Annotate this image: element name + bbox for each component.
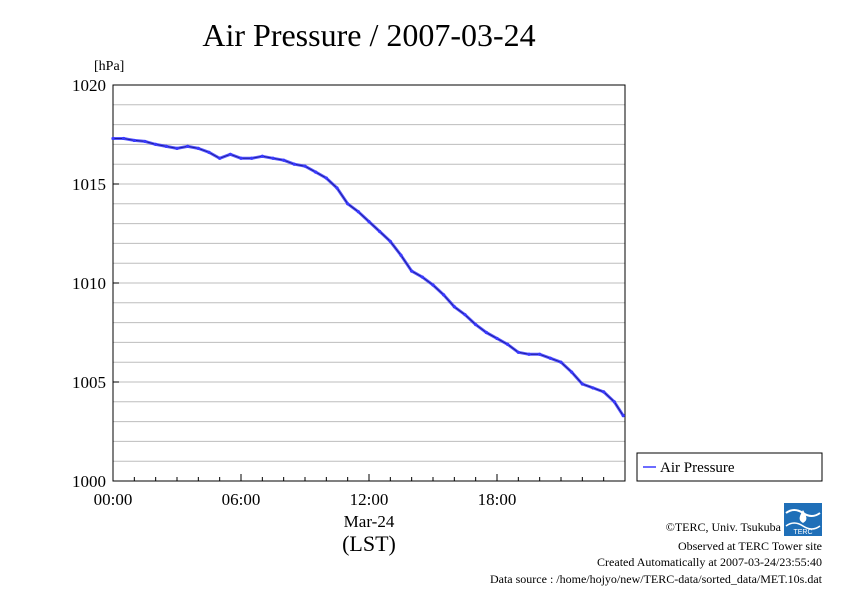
data-point — [621, 414, 625, 418]
data-point — [111, 136, 115, 141]
legend-box — [636, 452, 823, 482]
data-point — [228, 152, 232, 156]
data-point — [164, 144, 168, 148]
y-tick-label: 1015 — [72, 175, 106, 194]
data-point — [132, 138, 136, 143]
x-tick-label: 12:00 — [350, 490, 389, 509]
data-point — [527, 352, 531, 356]
data-point — [388, 239, 392, 244]
data-point — [292, 162, 296, 166]
y-tick-label: 1005 — [72, 373, 106, 392]
y-tick-label: 1000 — [72, 472, 106, 491]
data-point — [463, 313, 467, 317]
data-point — [580, 382, 584, 386]
x-axis-label: (LST) — [342, 531, 396, 556]
data-point — [356, 210, 360, 214]
x-tick-label: 18:00 — [478, 490, 517, 509]
data-point — [378, 229, 382, 234]
x-axis-date: Mar-24 — [344, 512, 395, 531]
y-axis: 1000 1005 1010 1015 1020 — [72, 76, 119, 491]
credit-source: Data source : /home/hojyo/new/TERC-data/… — [490, 572, 823, 586]
data-point — [570, 370, 574, 374]
series-line-core — [113, 138, 624, 416]
series-line — [111, 137, 625, 418]
credit-observed: Observed at TERC Tower site — [678, 539, 822, 553]
data-point — [303, 164, 307, 168]
svg-text:TERC: TERC — [793, 529, 812, 536]
data-point — [495, 336, 499, 341]
data-point — [239, 156, 243, 160]
data-point — [346, 202, 350, 206]
data-point — [420, 275, 424, 279]
data-point — [612, 400, 616, 404]
data-point — [591, 386, 595, 390]
data-point — [559, 360, 563, 364]
data-point — [196, 146, 200, 150]
data-point — [431, 283, 435, 287]
data-point — [442, 293, 446, 297]
x-tick-label: 00:00 — [94, 490, 133, 509]
data-point — [506, 342, 510, 346]
terc-logo: TERC — [784, 503, 822, 536]
data-point — [324, 176, 328, 180]
data-point — [516, 350, 520, 354]
data-point — [314, 170, 318, 174]
data-point — [282, 158, 286, 162]
legend: Air Pressure — [636, 452, 823, 482]
data-point — [367, 220, 371, 224]
x-axis: 00:00 06:00 12:00 18:00 — [94, 474, 605, 509]
data-point — [452, 305, 456, 309]
data-point — [175, 146, 179, 150]
data-point — [122, 136, 126, 141]
credit-copyright: ©TERC, Univ. Tsukuba — [666, 520, 782, 534]
x-tick-label: 06:00 — [222, 490, 261, 509]
y-axis-unit: [hPa] — [94, 59, 124, 74]
grid-lines — [113, 104, 625, 462]
data-point — [260, 154, 264, 158]
data-point — [335, 186, 339, 190]
legend-label: Air Pressure — [660, 460, 735, 476]
data-point — [218, 156, 222, 160]
y-tick-label: 1020 — [72, 76, 106, 95]
data-point — [602, 390, 606, 394]
data-point — [548, 356, 552, 360]
data-point — [410, 269, 414, 273]
data-point — [186, 144, 190, 148]
data-point — [484, 330, 488, 335]
data-point — [154, 142, 158, 146]
data-point — [399, 253, 403, 257]
data-point — [143, 139, 147, 144]
data-point — [207, 150, 211, 154]
y-tick-label: 1010 — [72, 274, 106, 293]
data-point — [538, 352, 542, 356]
credit-created: Created Automatically at 2007-03-24/23:5… — [597, 555, 822, 569]
chart-title: Air Pressure / 2007-03-24 — [202, 17, 535, 53]
data-point — [271, 156, 275, 160]
series-layer — [111, 136, 625, 418]
data-point — [474, 322, 478, 327]
data-point — [250, 156, 254, 160]
